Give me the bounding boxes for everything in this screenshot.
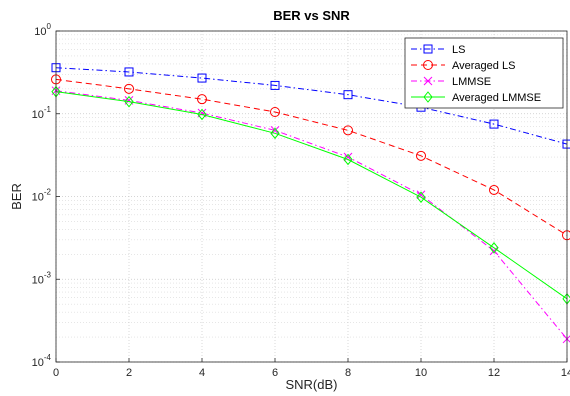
square-marker [124,67,134,77]
square-marker [270,80,280,90]
x-marker [489,246,499,256]
square-marker [197,73,207,83]
legend-entry: Averaged LS [411,60,515,72]
diamond-marker [197,108,207,121]
chart-title: BER vs SNR [273,8,350,23]
y-tick-label: 10-1 [32,105,52,121]
x-tick-label: 6 [272,367,278,379]
circle-marker [124,83,134,94]
series-line [55,91,568,300]
series-averaged-lmmse [51,85,570,305]
x-tick-label: 0 [53,367,59,379]
square-marker [423,44,433,54]
legend-entry: Averaged LMMSE [411,91,541,104]
x-tick-labels: 0 2 4 6 8 10 12 14 [53,358,570,379]
legend-entry: LS [411,44,465,56]
x-marker [343,152,353,162]
y-axis-label: BER [9,183,24,210]
diamond-marker [416,191,426,204]
diamond-marker [423,91,433,103]
x-axis-label: SNR(dB) [285,377,337,392]
circle-marker [343,125,353,136]
series-lmmse [51,86,570,344]
series-line [55,67,568,145]
series-layer [51,63,570,344]
diamond-marker [270,127,280,140]
x-marker [416,190,426,200]
y-tick-label: 10-3 [32,270,52,286]
y-tick-label: 10-4 [32,353,52,369]
legend: LS Averaged LS LMMSE Averaged LMMSE [404,37,564,109]
legend-label: Averaged LMMSE [452,92,541,104]
x-tick-label: 10 [415,367,427,379]
y-tick-labels: 100 10-1 10-2 10-3 10-4 [32,22,60,369]
square-marker [489,119,499,129]
minor-grid [56,34,567,338]
circle-marker [423,60,433,70]
diamond-marker [124,95,134,108]
square-marker [343,90,353,100]
diamond-marker [489,241,499,254]
circle-marker [489,184,499,195]
x-tick-label: 2 [126,367,132,379]
circle-marker [270,106,280,117]
series-line [55,90,568,340]
legend-label: Averaged LS [452,60,515,72]
x-marker [423,76,433,86]
y-tick-label: 10-2 [32,188,52,204]
y-tick-label: 100 [34,22,51,38]
series-line [55,78,568,236]
legend-label: LS [452,44,465,56]
circle-marker [416,150,426,161]
x-tick-label: 14 [561,367,570,379]
x-tick-label: 12 [488,367,500,379]
x-tick-label: 8 [345,367,351,379]
circle-marker [197,94,207,105]
diamond-marker [343,153,353,166]
x-tick-label: 4 [199,367,205,379]
legend-entry: LMMSE [411,76,491,88]
legend-label: LMMSE [452,76,491,88]
